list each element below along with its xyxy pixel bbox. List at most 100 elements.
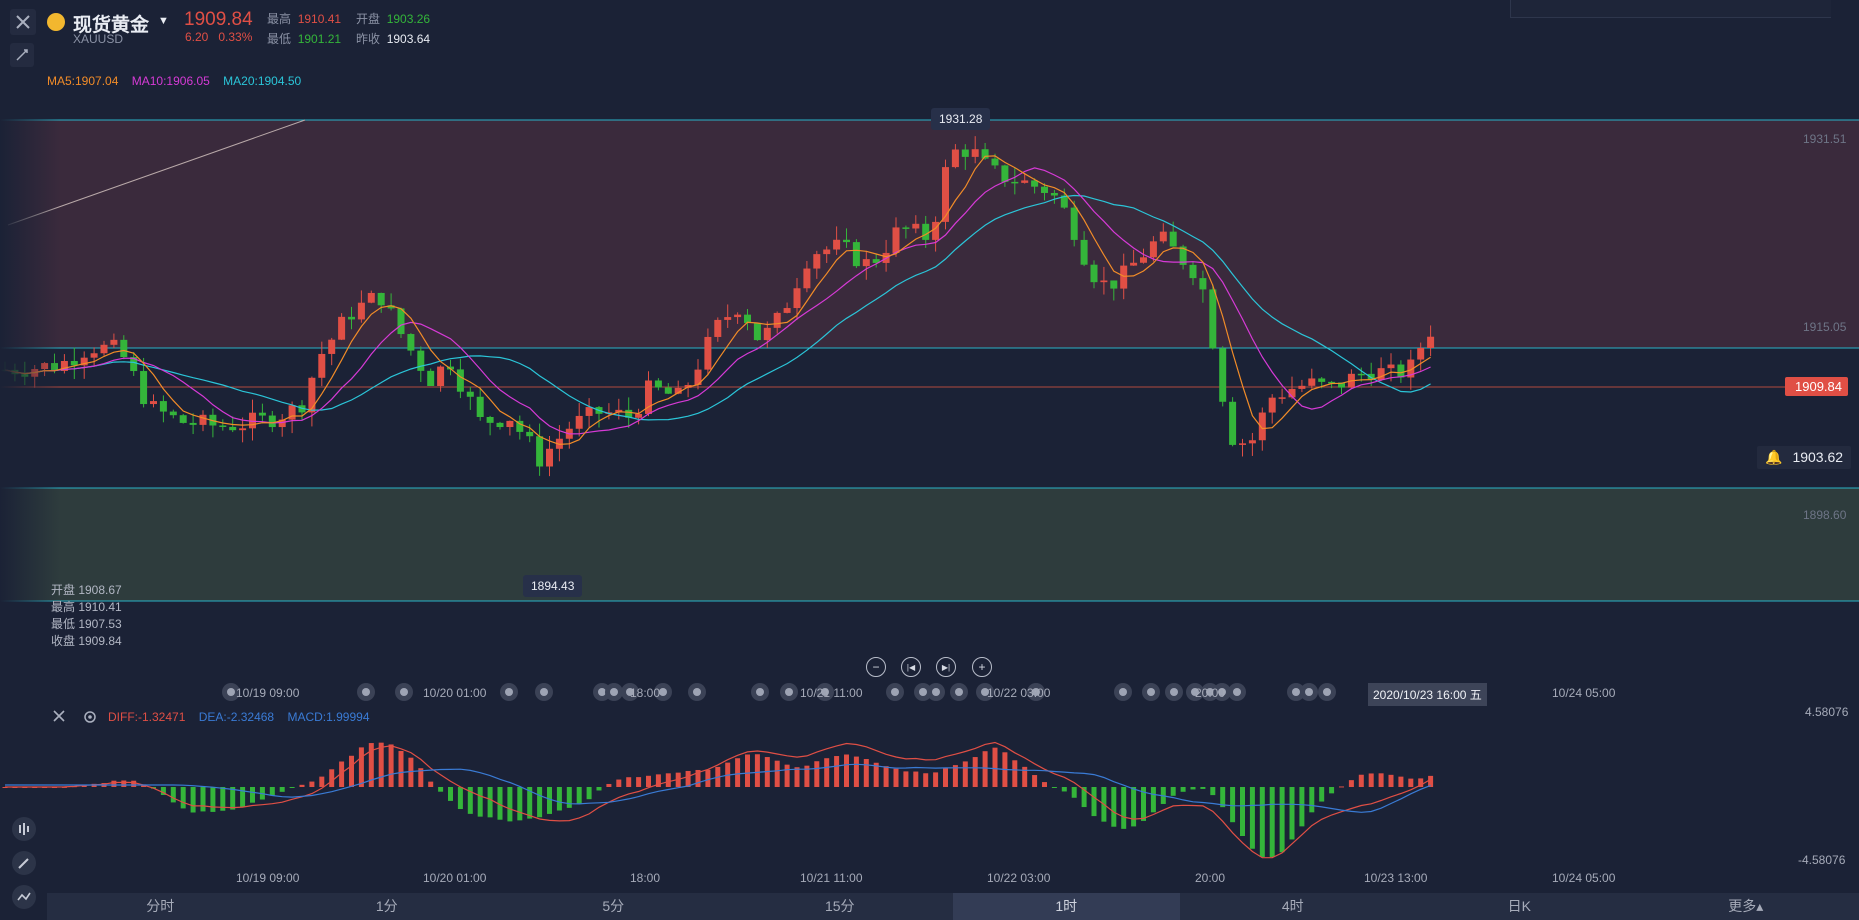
candle-body xyxy=(892,227,900,253)
low-point-tag: 1894.43 xyxy=(523,575,583,597)
event-marker-dot[interactable] xyxy=(1300,683,1318,701)
close-button[interactable] xyxy=(10,9,36,35)
macd-time-label: 18:00 xyxy=(630,871,661,885)
prev-close-stat: 昨收 1903.64 xyxy=(356,32,431,46)
macd-bar xyxy=(1329,787,1335,794)
macd-bar xyxy=(616,779,622,787)
macd-close-button[interactable] xyxy=(52,709,66,726)
event-marker-dot[interactable] xyxy=(1228,683,1246,701)
event-marker-dot[interactable] xyxy=(751,683,769,701)
macd-bar xyxy=(1042,782,1047,787)
pen-tool-button[interactable] xyxy=(12,851,36,875)
draw-tool-button[interactable] xyxy=(10,43,34,67)
event-marker-dot[interactable] xyxy=(1142,683,1160,701)
event-marker-dot[interactable] xyxy=(621,683,639,701)
tab-daily[interactable]: 日K xyxy=(1507,898,1531,914)
candle-body xyxy=(734,314,742,318)
event-marker-dot[interactable] xyxy=(886,683,904,701)
candle-body xyxy=(417,350,425,371)
event-marker-dot[interactable] xyxy=(605,683,623,701)
zoom-out-button[interactable]: − xyxy=(866,657,886,677)
candle-body xyxy=(1050,192,1058,196)
event-marker-dot[interactable] xyxy=(500,683,518,701)
macd-bar xyxy=(754,754,760,787)
candle-body xyxy=(189,422,197,425)
macd-bar xyxy=(398,750,404,787)
macd-bar xyxy=(230,787,236,810)
candle-icon xyxy=(19,823,29,835)
macd-settings-button[interactable] xyxy=(82,709,98,728)
tab-15min[interactable]: 15分 xyxy=(824,898,855,914)
candle-body xyxy=(159,401,167,412)
macd-bar xyxy=(1269,787,1275,857)
event-marker-dot[interactable] xyxy=(816,683,834,701)
tab-5min[interactable]: 5分 xyxy=(602,898,625,914)
candle-body xyxy=(1159,231,1167,242)
macd-bar xyxy=(1141,787,1146,821)
chevron-down-icon[interactable]: ▼ xyxy=(158,15,169,27)
event-marker-dot[interactable] xyxy=(780,683,798,701)
event-marker-dot[interactable] xyxy=(1318,683,1336,701)
candle-body xyxy=(239,428,247,431)
candle-body xyxy=(229,426,237,431)
candle-body xyxy=(456,369,464,392)
diff-line xyxy=(5,741,1431,859)
event-marker-dot[interactable] xyxy=(357,683,375,701)
event-marker-dot[interactable] xyxy=(950,683,968,701)
candle-body xyxy=(1130,262,1138,266)
alert-price-tag[interactable]: 🔔 1903.62 xyxy=(1757,446,1852,469)
line-tool-button[interactable] xyxy=(12,885,36,909)
tab-timeshare[interactable]: 分时 xyxy=(146,898,175,914)
candle-body xyxy=(1328,381,1336,384)
event-marker-dot[interactable] xyxy=(1186,683,1204,701)
indicator-tool-button[interactable] xyxy=(12,817,36,841)
tab-4hour[interactable]: 4时 xyxy=(1281,898,1304,914)
tab-1min[interactable]: 1分 xyxy=(375,898,398,914)
candle-body xyxy=(942,167,949,222)
tab-more[interactable]: 更多▴ xyxy=(1728,898,1764,914)
candle-body xyxy=(1110,280,1118,289)
rewind-button[interactable]: |◀ xyxy=(901,657,921,677)
forward-button[interactable]: ▶| xyxy=(936,657,956,677)
macd-chart[interactable] xyxy=(0,700,1859,870)
event-marker-dot[interactable] xyxy=(222,683,240,701)
macd-bar xyxy=(636,777,642,787)
zoom-in-button[interactable]: + xyxy=(972,657,992,677)
candle-body xyxy=(387,305,395,309)
candle-body xyxy=(1318,378,1326,382)
candle-body xyxy=(1288,388,1296,398)
candle-body xyxy=(1011,181,1019,184)
event-marker-dot[interactable] xyxy=(395,683,413,701)
event-marker-dot[interactable] xyxy=(654,683,672,701)
event-marker-dot[interactable] xyxy=(1027,683,1045,701)
event-marker-dot[interactable] xyxy=(1213,683,1231,701)
candle-body xyxy=(367,292,375,303)
macd-bar xyxy=(1081,787,1087,808)
event-marker-dot[interactable] xyxy=(688,683,706,701)
candle-body xyxy=(258,412,266,416)
macd-bar xyxy=(893,768,899,787)
candle-body xyxy=(506,420,514,428)
candle-body xyxy=(546,448,553,467)
instrument-symbol: XAUUSD xyxy=(73,32,124,46)
event-marker-dot[interactable] xyxy=(1165,683,1183,701)
macd-bar xyxy=(735,758,741,787)
candle-body xyxy=(219,425,227,427)
candlestick-chart[interactable] xyxy=(0,100,1859,610)
candle-body xyxy=(902,227,910,229)
event-marker-dot[interactable] xyxy=(535,683,553,701)
macd-bar xyxy=(1358,774,1364,787)
macd-bar xyxy=(1240,787,1245,837)
macd-axis-top: 4.58076 xyxy=(1805,705,1849,719)
instrument-title[interactable]: 现货黄金 xyxy=(73,15,150,36)
tab-1hour[interactable]: 1时 xyxy=(953,893,1180,920)
ohlc-open: 开盘 1908.67 xyxy=(51,583,122,597)
candle-body xyxy=(872,259,880,263)
event-marker-dot[interactable] xyxy=(976,683,994,701)
macd-legend: DIFF:-1.32471 DEA:-2.32468 MACD:1.99994 xyxy=(108,710,380,724)
macd-bar xyxy=(1249,787,1255,849)
macd-time-label: 10/20 01:00 xyxy=(423,871,487,885)
event-marker-dot[interactable] xyxy=(1114,683,1132,701)
event-marker-dot[interactable] xyxy=(927,683,945,701)
ohlc-close: 收盘 1909.84 xyxy=(51,634,122,648)
